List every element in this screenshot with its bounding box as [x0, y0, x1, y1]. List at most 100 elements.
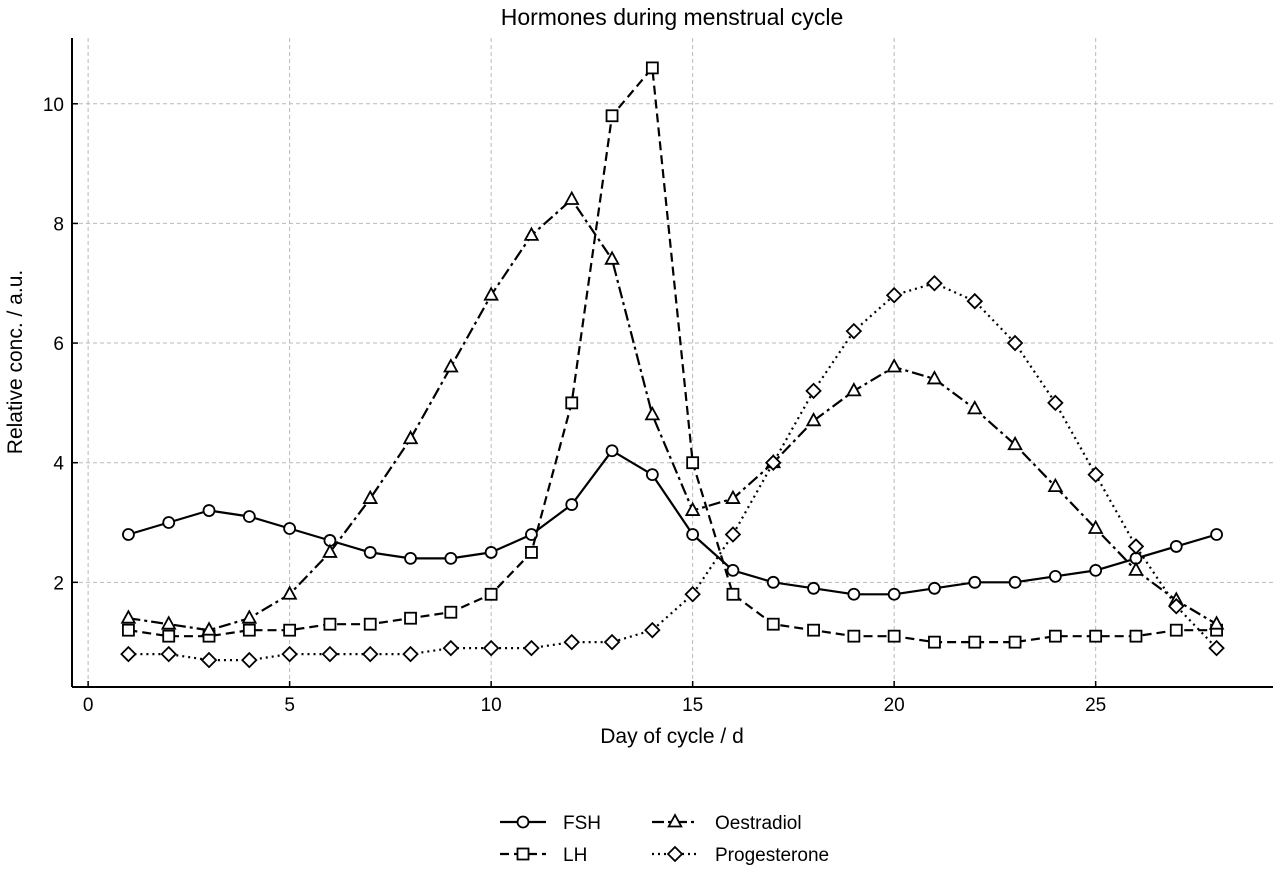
x-tick-label: 10: [481, 695, 502, 716]
fsh-point: [122, 528, 135, 541]
fsh-point: [605, 444, 619, 458]
oestradiol-point: [120, 609, 137, 624]
legend-label: Progesterone: [715, 845, 829, 866]
legend-label: Oestradiol: [715, 813, 802, 834]
lh-point: [847, 629, 861, 643]
oestradiol-point: [322, 543, 338, 558]
progesterone-point: [563, 633, 581, 651]
oestradiol-point: [241, 609, 258, 624]
series-fsh: [122, 444, 1223, 601]
fsh-point: [162, 516, 176, 529]
fsh-point: [404, 551, 417, 565]
y-tick-label: 10: [43, 95, 64, 116]
lh-point: [1089, 629, 1103, 643]
oestradiol-point: [805, 411, 822, 427]
oestradiol-point: [563, 190, 580, 205]
lh-point: [363, 617, 377, 631]
progesterone-point: [966, 292, 984, 310]
lh-point: [1129, 629, 1143, 643]
fsh-point: [847, 587, 861, 601]
legend-marker: [666, 845, 684, 863]
lh-point: [404, 611, 417, 625]
lh-point: [928, 635, 941, 649]
fsh-point: [484, 546, 498, 559]
oestradiol-point: [483, 286, 499, 301]
lh-point: [645, 61, 659, 75]
oestradiol-point: [886, 358, 902, 373]
lh-point: [766, 617, 780, 631]
oestradiol-line: [128, 198, 1218, 632]
oestradiol-point: [160, 615, 177, 630]
lh-point: [887, 629, 901, 643]
progesterone-point: [684, 586, 701, 603]
y-tick-label: 8: [53, 214, 64, 235]
oestradiol-point: [725, 489, 741, 504]
legend-item-oestradiol: Oestradiol: [652, 813, 802, 834]
y-tick-label: 6: [53, 334, 64, 355]
progesterone-point: [1047, 394, 1064, 412]
fsh-point: [887, 587, 901, 601]
ticks: 0 5 10 15 20 25 2 4 6 8 10: [43, 95, 1106, 716]
oestradiol-point: [846, 382, 862, 397]
oestradiol-point: [281, 585, 298, 600]
legend-item-fsh: FSH: [500, 813, 601, 834]
fsh-point: [968, 575, 982, 589]
oestradiol-point: [1087, 519, 1104, 534]
oestradiol-point: [966, 399, 983, 415]
legend-label: LH: [563, 845, 587, 866]
fsh-point: [525, 528, 538, 541]
progesterone-point: [361, 645, 379, 663]
progesterone-point: [523, 639, 540, 657]
oestradiol-point: [402, 429, 419, 445]
grid: [72, 38, 1273, 687]
oestradiol-point: [644, 405, 661, 421]
progesterone-point: [200, 651, 218, 669]
x-tick-label: 15: [682, 695, 703, 716]
oestradiol-point: [443, 358, 459, 373]
fsh-point: [1210, 528, 1223, 541]
lh-point: [807, 623, 820, 637]
oestradiol-point: [201, 621, 217, 636]
fsh-point: [565, 498, 579, 511]
lh-point: [162, 629, 176, 643]
progesterone-point: [805, 382, 822, 400]
progesterone-point: [1127, 538, 1145, 555]
progesterone-point: [120, 645, 137, 663]
lh-point: [122, 623, 135, 637]
progesterone-point: [926, 274, 943, 292]
progesterone-point: [281, 645, 298, 663]
lh-point: [565, 396, 579, 410]
fsh-point: [807, 581, 820, 595]
lh-point: [1048, 629, 1062, 643]
oestradiol-point: [1128, 561, 1144, 576]
lh-point: [283, 623, 297, 637]
lh-point: [484, 587, 498, 601]
progesterone-point: [160, 645, 177, 663]
progesterone-point: [442, 639, 460, 657]
progesterone-point: [644, 621, 661, 639]
fsh-point: [202, 504, 216, 517]
x-tick-label: 25: [1085, 695, 1106, 716]
y-axis-label: Relative conc. / a.u.: [4, 270, 27, 454]
lh-point: [444, 605, 458, 619]
oestradiol-point: [1007, 435, 1023, 451]
fsh-point: [766, 575, 780, 589]
progesterone-point: [1006, 334, 1024, 352]
oestradiol-point: [684, 501, 701, 516]
progesterone-point: [885, 286, 903, 304]
oestradiol-point: [604, 250, 620, 265]
lh-point: [1169, 623, 1183, 637]
fsh-point: [1008, 575, 1022, 589]
lh-point: [1008, 635, 1022, 649]
fsh-point: [283, 522, 297, 535]
legend-label: FSH: [563, 813, 601, 834]
fsh-point: [444, 551, 458, 565]
fsh-point: [928, 581, 941, 595]
progesterone-line: [128, 282, 1218, 662]
lh-point: [323, 617, 337, 631]
fsh-point: [726, 563, 740, 577]
fsh-point: [645, 468, 659, 482]
progesterone-point: [724, 526, 742, 543]
x-tick-label: 5: [284, 695, 295, 716]
